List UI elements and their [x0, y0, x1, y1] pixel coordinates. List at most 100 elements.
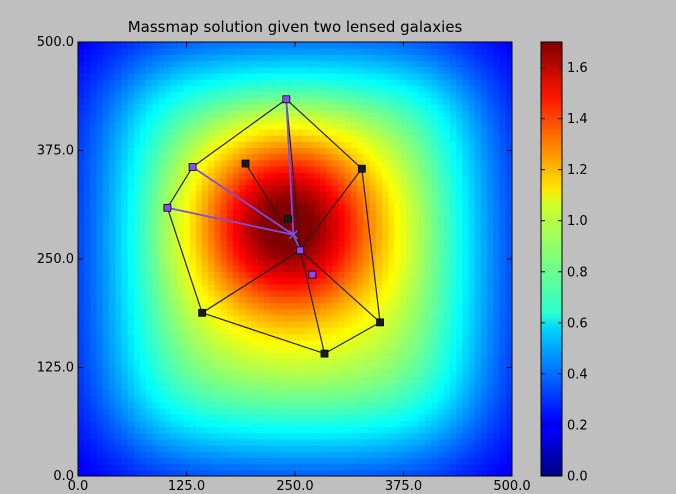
heatmap-cell — [419, 54, 426, 61]
heatmap-cell — [425, 321, 432, 328]
heatmap-cell — [431, 296, 438, 303]
heatmap-cell — [103, 61, 110, 68]
heatmap-cell — [332, 457, 339, 464]
heatmap-cell — [314, 364, 321, 371]
heatmap-cell — [239, 42, 246, 49]
heatmap-cell — [245, 414, 252, 421]
heatmap-cell — [128, 222, 135, 229]
heatmap-cell — [140, 352, 147, 359]
heatmap-cell — [363, 247, 370, 254]
heatmap-cell — [165, 464, 172, 471]
heatmap-cell — [301, 284, 308, 291]
heatmap-cell — [233, 414, 240, 421]
heatmap-cell — [196, 185, 203, 192]
heatmap-cell — [152, 67, 159, 74]
heatmap-cell — [301, 154, 308, 161]
heatmap-cell — [419, 278, 426, 285]
heatmap-cell — [152, 191, 159, 198]
heatmap-cell — [487, 259, 494, 266]
heatmap-cell — [78, 67, 85, 74]
heatmap-cell — [214, 48, 221, 55]
heatmap-cell — [78, 284, 85, 291]
heatmap-cell — [214, 228, 221, 235]
heatmap-cell — [450, 79, 457, 86]
heatmap-cell — [171, 123, 178, 130]
heatmap-cell — [450, 197, 457, 204]
heatmap-cell — [462, 358, 469, 365]
heatmap-cell — [276, 402, 283, 409]
heatmap-cell — [190, 147, 197, 154]
heatmap-cell — [320, 395, 327, 402]
heatmap-cell — [450, 247, 457, 254]
heatmap-cell — [140, 123, 147, 130]
heatmap-cell — [345, 389, 352, 396]
heatmap-cell — [500, 321, 507, 328]
heatmap-cell — [152, 129, 159, 136]
heatmap-cell — [245, 321, 252, 328]
heatmap-cell — [264, 123, 271, 130]
heatmap-cell — [258, 98, 265, 105]
heatmap-cell — [227, 92, 234, 99]
heatmap-cell — [78, 445, 85, 452]
heatmap-cell — [121, 464, 128, 471]
heatmap-cell — [376, 104, 383, 111]
heatmap-cell — [462, 377, 469, 384]
heatmap-cell — [152, 147, 159, 154]
heatmap-cell — [97, 364, 104, 371]
heatmap-cell — [326, 457, 333, 464]
heatmap-cell — [431, 420, 438, 427]
heatmap-cell — [444, 364, 451, 371]
heatmap-cell — [413, 457, 420, 464]
heatmap-cell — [295, 73, 302, 80]
heatmap-cell — [233, 166, 240, 173]
heatmap-cell — [444, 302, 451, 309]
heatmap-cell — [165, 333, 172, 340]
heatmap-cell — [128, 389, 135, 396]
heatmap-cell — [493, 451, 500, 458]
heatmap-cell — [270, 98, 277, 105]
heatmap-cell — [233, 464, 240, 471]
heatmap-cell — [500, 457, 507, 464]
heatmap-cell — [128, 172, 135, 179]
heatmap-cell — [450, 166, 457, 173]
heatmap-cell — [400, 154, 407, 161]
heatmap-cell — [109, 129, 116, 136]
heatmap-cell — [183, 290, 190, 297]
heatmap-cell — [146, 271, 153, 278]
heatmap-cell — [407, 395, 414, 402]
heatmap-cell — [419, 296, 426, 303]
heatmap-cell — [351, 42, 358, 49]
heatmap-cell — [177, 203, 184, 210]
heatmap-cell — [190, 92, 197, 99]
heatmap-cell — [500, 302, 507, 309]
heatmap-cell — [301, 147, 308, 154]
heatmap-cell — [283, 48, 290, 55]
heatmap-cell — [159, 296, 166, 303]
heatmap-cell — [413, 61, 420, 68]
heatmap-cell — [419, 284, 426, 291]
heatmap-cell — [388, 302, 395, 309]
heatmap-cell — [103, 160, 110, 167]
heatmap-cell — [165, 110, 172, 117]
heatmap-cell — [400, 290, 407, 297]
heatmap-cell — [221, 358, 228, 365]
heatmap-cell — [270, 48, 277, 55]
heatmap-cell — [314, 110, 321, 117]
heatmap-cell — [332, 321, 339, 328]
heatmap-cell — [233, 240, 240, 247]
heatmap-cell — [109, 79, 116, 86]
heatmap-cell — [500, 73, 507, 80]
heatmap-cell — [301, 178, 308, 185]
heatmap-cell — [301, 457, 308, 464]
heatmap-cell — [456, 457, 463, 464]
heatmap-cell — [438, 389, 445, 396]
heatmap-cell — [295, 315, 302, 322]
heatmap-cell — [252, 364, 259, 371]
heatmap-cell — [258, 296, 265, 303]
heatmap-cell — [431, 42, 438, 49]
heatmap-cell — [109, 222, 116, 229]
heatmap-cell — [487, 420, 494, 427]
heatmap-cell — [425, 371, 432, 378]
heatmap-cell — [351, 67, 358, 74]
heatmap-cell — [438, 154, 445, 161]
